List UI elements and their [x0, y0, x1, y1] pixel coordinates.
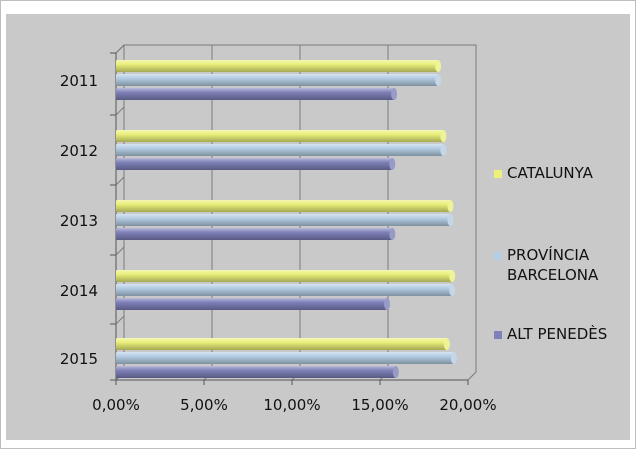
- bar-end-cap: [440, 144, 447, 156]
- bar: [116, 88, 395, 100]
- bar-end-cap: [435, 60, 442, 72]
- bar-end-cap: [447, 200, 454, 212]
- x-tick-label: 5,00%: [180, 396, 228, 414]
- legend-label: CATALUNYA: [507, 164, 594, 182]
- bar: [116, 284, 453, 296]
- bar-end-cap: [384, 298, 391, 310]
- x-tick-label: 20,00%: [439, 396, 496, 414]
- bar: [116, 130, 444, 142]
- bar: [116, 228, 393, 240]
- bar-end-cap: [447, 214, 454, 226]
- x-tick-label: 15,00%: [351, 396, 408, 414]
- bar: [116, 338, 447, 350]
- x-tick-label: 0,00%: [92, 396, 140, 414]
- bar-end-cap: [443, 338, 450, 350]
- legend-swatch: [494, 252, 502, 260]
- legend-label: PROVÍNCIA: [507, 245, 590, 264]
- category-label: 2013: [60, 212, 98, 230]
- bar: [116, 214, 451, 226]
- legend-label: BARCELONA: [507, 266, 599, 284]
- bar: [116, 352, 454, 364]
- bar-end-cap: [449, 270, 456, 282]
- legend-label: ALT PENEDÈS: [507, 324, 607, 343]
- category-label: 2015: [60, 350, 98, 368]
- bar: [116, 158, 393, 170]
- legend-swatch: [494, 170, 502, 178]
- bar-end-cap: [389, 228, 396, 240]
- category-label: 2012: [60, 142, 98, 160]
- bar-end-cap: [435, 74, 442, 86]
- bar: [116, 200, 451, 212]
- y-tick-depth: [115, 44, 125, 54]
- y-tick-depth: [115, 176, 125, 186]
- x-tick-label: 10,00%: [263, 396, 320, 414]
- bar-end-cap: [450, 352, 457, 364]
- bar-end-cap: [389, 158, 396, 170]
- y-tick-depth: [115, 315, 125, 325]
- bar: [116, 366, 396, 378]
- category-label: 2014: [60, 282, 98, 300]
- bar-end-cap: [391, 88, 398, 100]
- bar: [116, 144, 444, 156]
- bar-end-cap: [392, 366, 399, 378]
- category-label: 2011: [60, 72, 98, 90]
- y-tick-depth: [115, 106, 125, 116]
- bar: [116, 298, 388, 310]
- bar: [116, 60, 439, 72]
- bar: [116, 270, 453, 282]
- y-tick-depth: [115, 246, 125, 256]
- legend-swatch: [494, 331, 502, 339]
- bar: [116, 74, 439, 86]
- bar-end-cap: [440, 130, 447, 142]
- bar-end-cap: [449, 284, 456, 296]
